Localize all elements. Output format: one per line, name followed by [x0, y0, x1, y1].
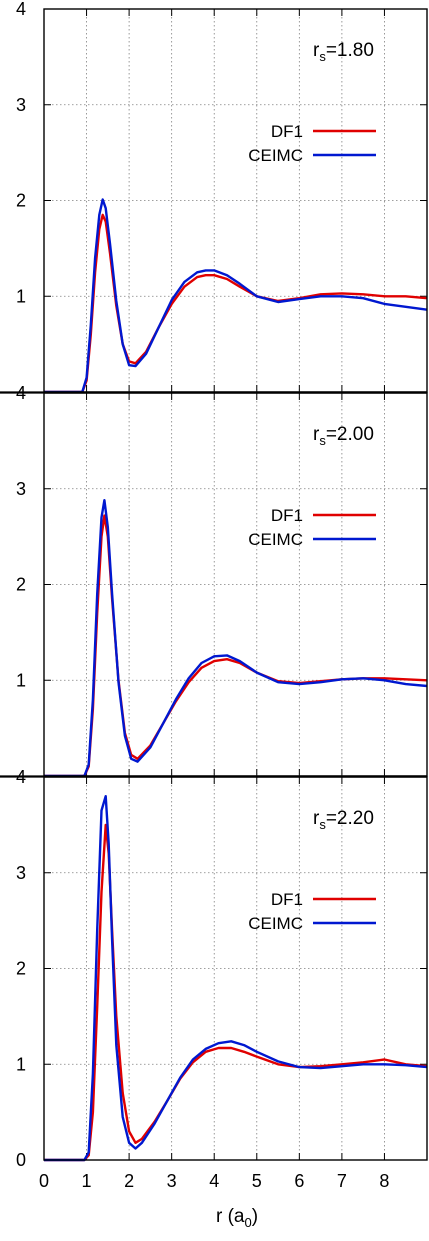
rs-symbol: r [313, 40, 320, 61]
rs-symbol: r [313, 808, 320, 829]
legend-label-ceimc: CEIMC [248, 914, 303, 933]
x-tick-label: 5 [252, 1171, 262, 1191]
x-axis-label-subscript: 0 [244, 1215, 251, 1230]
rs-value: =2.00 [326, 424, 374, 445]
y-tick-label: 4 [16, 0, 26, 19]
x-tick-label: 6 [294, 1171, 304, 1191]
rs-annotation: rs=2.20 [313, 808, 374, 832]
rs-subscript: s [319, 49, 326, 64]
y-tick-label: 2 [16, 959, 26, 979]
legend: DF1 CEIMC [248, 122, 376, 165]
rs-annotation: rs=2.00 [313, 424, 374, 448]
rs-subscript: s [319, 817, 326, 832]
x-tick-label: 3 [167, 1171, 177, 1191]
y-tick-label: 1 [16, 286, 26, 306]
x-tick-label: 2 [124, 1171, 134, 1191]
y-tick-label: 1 [16, 670, 26, 690]
legend: DF1 CEIMC [248, 890, 376, 933]
x-tick-label: 4 [209, 1171, 219, 1191]
y-tick-label: 3 [16, 479, 26, 499]
y-tick-label: 1 [16, 1054, 26, 1074]
y-tick-label: 2 [16, 575, 26, 595]
legend-label-ceimc: CEIMC [248, 146, 303, 165]
legend-label-ceimc: CEIMC [248, 530, 303, 549]
panels-layer: 1234DF1CEIMCrs=1.801234DF1CEIMCrs=2.0001… [0, 0, 428, 1191]
x-tick-label: 0 [39, 1171, 49, 1191]
panel-1: 1 2 3 4 DF1 CEIMC rs=1.80 [16, 0, 428, 394]
x-tick-label: 1 [82, 1171, 92, 1191]
y-tick-label: 3 [16, 95, 26, 115]
series-line-df1 [44, 823, 428, 1162]
x-axis-label: r (a0) [216, 1206, 258, 1230]
series-line-df1 [44, 213, 428, 394]
series-line-ceimc [44, 499, 428, 778]
x-tick-label: 8 [379, 1171, 389, 1191]
legend-label-df1: DF1 [271, 890, 303, 909]
rs-annotation: rs=1.80 [313, 40, 374, 64]
legend-label-df1: DF1 [271, 122, 303, 141]
y-tick-label: 0 [16, 1150, 26, 1170]
panel-3: 01234DF1CEIMCrs=2.20 [16, 767, 428, 1170]
grid [44, 393, 427, 776]
legend: DF1 CEIMC [248, 506, 376, 549]
y-tick-label: 2 [16, 191, 26, 211]
series-line-ceimc [44, 198, 428, 394]
rs-value: =1.80 [326, 40, 374, 61]
series-line-ceimc [44, 795, 428, 1162]
series-line-df1 [44, 514, 428, 778]
legend-label-df1: DF1 [271, 506, 303, 525]
x-tick-label: 7 [337, 1171, 347, 1191]
rs-value: =2.20 [326, 808, 374, 829]
y-tick-label: 3 [16, 863, 26, 883]
x-tick-labels: 0 1 2 3 4 5 6 7 8 [39, 1171, 389, 1191]
rs-symbol: r [313, 424, 320, 445]
rs-subscript: s [319, 433, 326, 448]
